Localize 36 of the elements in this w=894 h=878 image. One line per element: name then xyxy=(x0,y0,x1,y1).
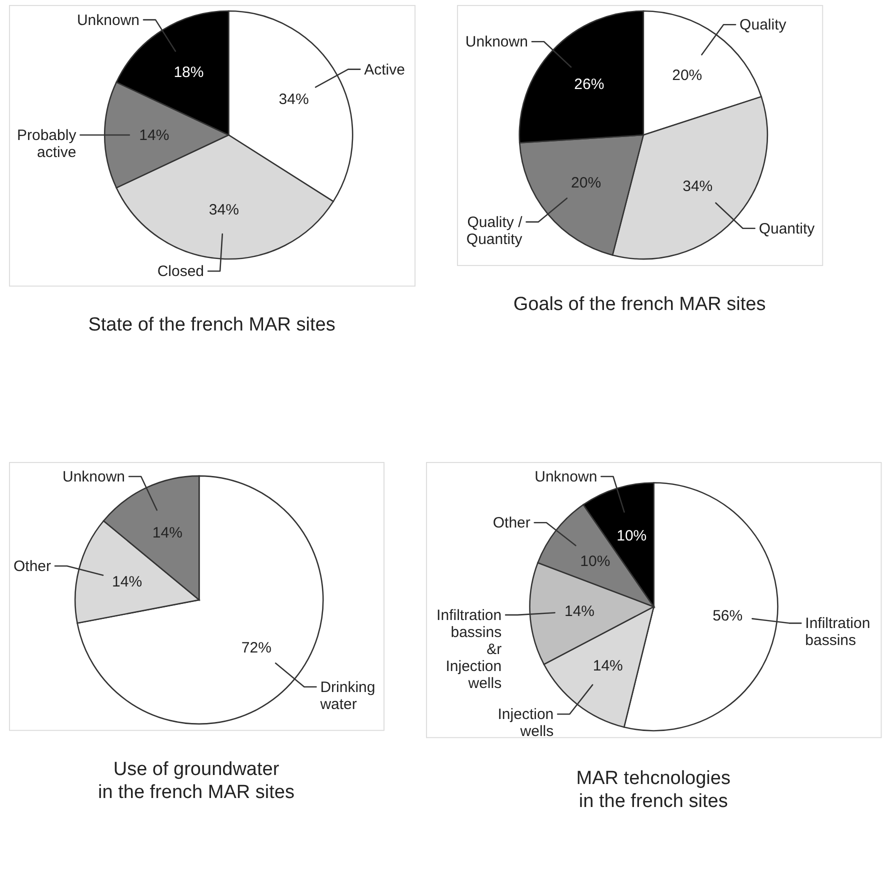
text: MAR tehcnologies in the french sites xyxy=(576,768,730,812)
slice-label: Quantity xyxy=(758,220,816,238)
data-label: 72% xyxy=(241,639,272,656)
slice-label: Probably active xyxy=(16,127,77,161)
slice-label: Unknown xyxy=(76,12,140,29)
data-label: 14% xyxy=(592,657,623,674)
data-label: 14% xyxy=(152,524,182,542)
slice-label: Other xyxy=(492,514,530,532)
slice-label: Closed xyxy=(157,263,204,280)
data-label: 34% xyxy=(278,91,309,108)
text: Goals of the french MAR sites xyxy=(513,294,766,315)
slice-label: Unknown xyxy=(534,468,598,486)
slice-label: Other xyxy=(13,558,52,575)
data-label: 14% xyxy=(112,573,142,590)
data-label: 34% xyxy=(208,201,239,218)
slice-label: Quality / Quantity xyxy=(466,214,524,248)
data-label: 34% xyxy=(682,178,713,195)
text: Use of groundwater in the french MAR sites xyxy=(98,758,294,803)
slice-label: Infiltration bassins &r Injection wells xyxy=(436,606,502,692)
text: State of the french MAR sites xyxy=(88,314,336,336)
slice-label: Drinking water xyxy=(319,678,376,713)
data-label: 26% xyxy=(574,76,604,94)
slice-label: Active xyxy=(364,61,405,78)
slice-label: Injection wells xyxy=(498,706,554,740)
data-label: 20% xyxy=(571,174,602,192)
data-label: 14% xyxy=(139,127,170,144)
slice-label: Infiltration bassins xyxy=(805,615,870,650)
slice-label: Quality xyxy=(740,16,787,34)
data-label: 18% xyxy=(174,64,204,82)
data-label: 10% xyxy=(580,552,610,570)
slice-label: Unknown xyxy=(465,34,528,51)
slice-label: Unknown xyxy=(62,468,126,486)
data-label: 56% xyxy=(712,608,743,625)
data-label: 14% xyxy=(564,603,595,620)
data-label: 20% xyxy=(672,66,702,84)
data-label: 10% xyxy=(616,528,647,545)
